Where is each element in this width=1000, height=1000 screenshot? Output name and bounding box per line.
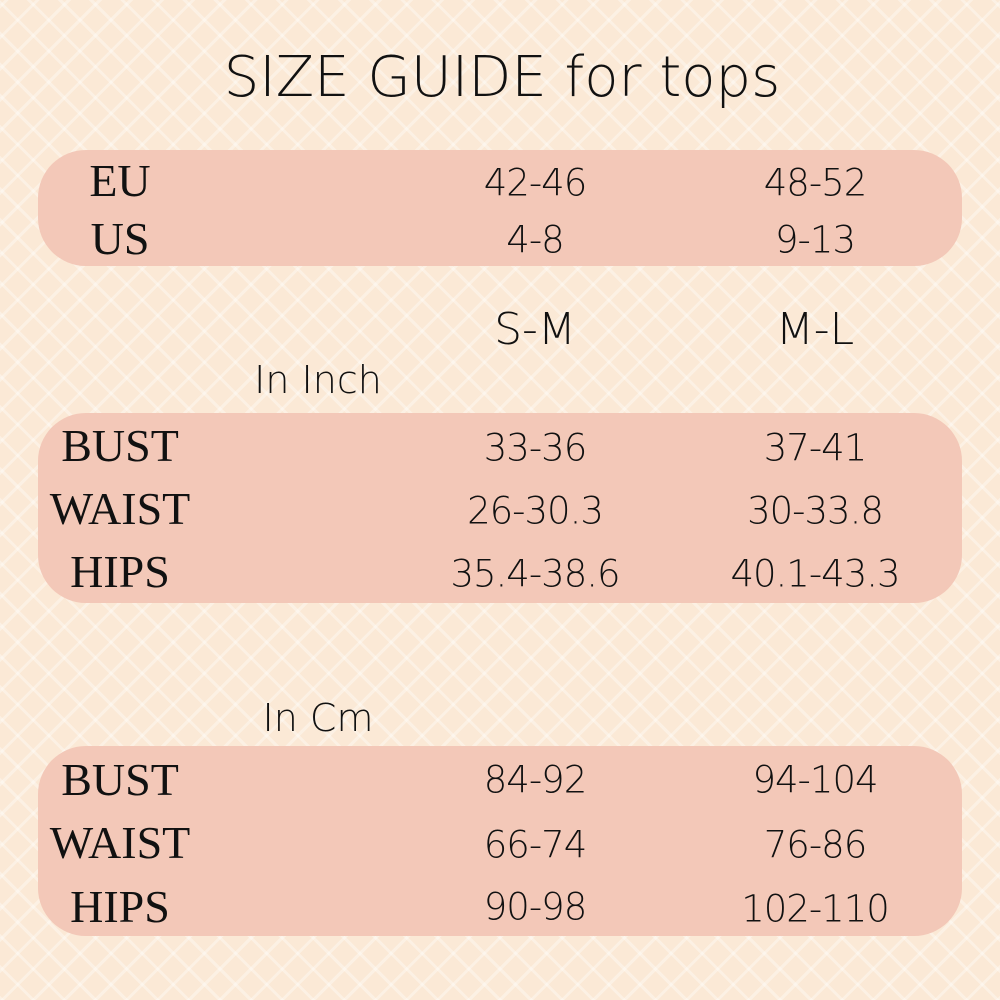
row-label-bust: BUST <box>61 420 179 471</box>
unit-label-inch: In Inch <box>254 358 382 402</box>
row-label-hips: HIPS <box>70 546 170 597</box>
unit-label-cm: In Cm <box>262 696 374 740</box>
row-label-waist: WAIST <box>49 817 191 868</box>
conversion-panel <box>38 150 962 266</box>
row-label-eu: EU <box>89 155 151 206</box>
row-label-hips: HIPS <box>70 881 170 932</box>
cell: 9-13 <box>775 218 856 262</box>
cell: 90-98 <box>483 885 588 929</box>
row-label-us: US <box>90 213 150 264</box>
cell: 37-41 <box>763 426 868 470</box>
size-header-s-m: S-M <box>494 304 576 355</box>
cell: 30-33.8 <box>747 489 884 533</box>
row-label-bust: BUST <box>61 754 179 805</box>
cell: 40.1-43.3 <box>730 552 900 596</box>
cell: 42-46 <box>483 161 588 205</box>
cm-panel <box>38 746 962 936</box>
cell: 66-74 <box>483 823 588 867</box>
cell: 102-110 <box>741 887 890 931</box>
cell: 26-30.3 <box>467 489 604 533</box>
cell: 33-36 <box>483 426 588 470</box>
cell: 94-104 <box>752 758 878 802</box>
inch-panel <box>38 413 962 603</box>
cell: 35.4-38.6 <box>450 552 620 596</box>
cell: 4-8 <box>506 218 564 262</box>
cell: 76-86 <box>763 823 868 867</box>
row-label-waist: WAIST <box>49 483 191 534</box>
cell: 84-92 <box>483 758 588 802</box>
cell: 48-52 <box>763 161 868 205</box>
page-title: SIZE GUIDE for tops <box>223 45 781 110</box>
size-header-m-l: M-L <box>775 304 855 355</box>
